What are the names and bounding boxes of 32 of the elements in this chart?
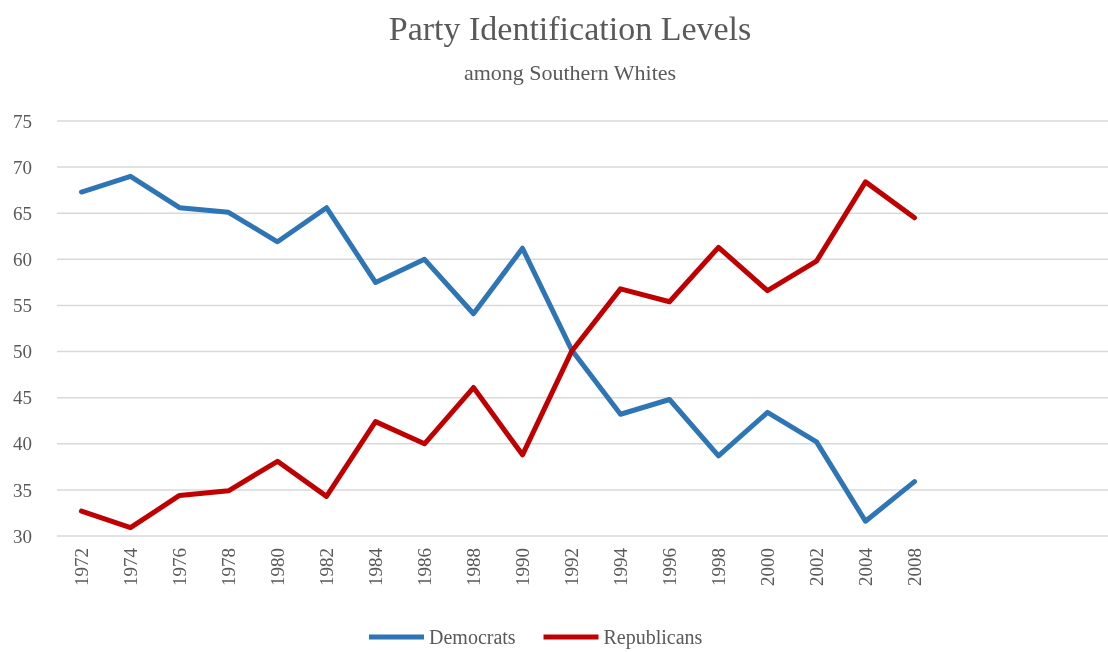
y-tick-label: 45 bbox=[13, 387, 32, 409]
x-tick-label: 1988 bbox=[463, 548, 485, 586]
y-tick-label: 30 bbox=[13, 525, 32, 547]
x-tick-label: 1976 bbox=[169, 548, 191, 586]
x-tick-label: 2008 bbox=[904, 548, 926, 586]
x-tick-label: 2004 bbox=[855, 547, 877, 586]
x-tick-label: 1986 bbox=[414, 548, 436, 586]
x-tick-label: 1978 bbox=[218, 548, 240, 586]
x-tick-label: 1994 bbox=[610, 547, 632, 586]
legend-label: Republicans bbox=[603, 626, 703, 649]
x-tick-label: 2002 bbox=[806, 548, 828, 586]
x-tick-label: 1992 bbox=[561, 548, 583, 586]
y-tick-label: 65 bbox=[13, 202, 32, 224]
x-tick-label: 1984 bbox=[365, 547, 387, 586]
x-tick-label: 1998 bbox=[708, 548, 730, 586]
y-tick-label: 70 bbox=[13, 156, 32, 178]
chart-subtitle: among Southern Whites bbox=[463, 60, 677, 85]
y-tick-label: 50 bbox=[13, 341, 32, 363]
x-tick-label: 1974 bbox=[120, 547, 142, 586]
x-tick-label: 1980 bbox=[267, 548, 289, 586]
y-tick-label: 55 bbox=[13, 295, 32, 317]
legend-label: Democrats bbox=[429, 626, 516, 648]
x-tick-label: 2000 bbox=[757, 548, 779, 586]
y-tick-label: 40 bbox=[13, 433, 32, 455]
x-tick-label: 1996 bbox=[659, 548, 681, 586]
chart-title: Party Identification Levels bbox=[388, 10, 752, 47]
x-tick-label: 1990 bbox=[512, 548, 534, 586]
y-tick-label: 35 bbox=[13, 479, 32, 501]
y-tick-label: 60 bbox=[13, 248, 32, 270]
y-tick-label: 75 bbox=[13, 110, 32, 132]
x-tick-label: 1972 bbox=[71, 548, 93, 586]
x-tick-label: 1982 bbox=[316, 548, 338, 586]
